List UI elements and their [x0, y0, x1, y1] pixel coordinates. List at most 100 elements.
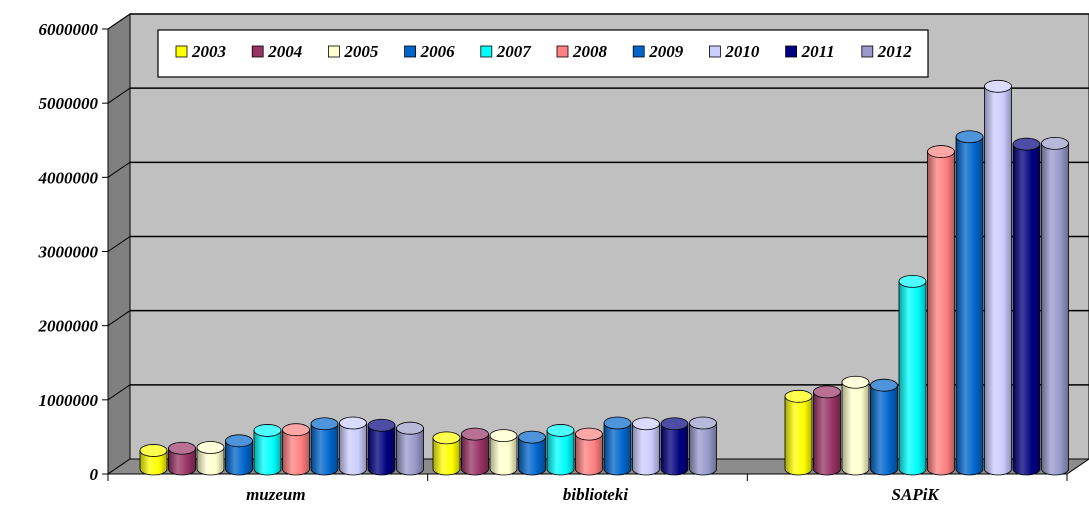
bar-body	[546, 430, 575, 476]
bar-body	[367, 424, 396, 476]
bar	[813, 385, 841, 476]
bar-top	[632, 417, 660, 431]
bar-body	[225, 440, 253, 476]
y-tick-label: 2000000	[38, 317, 99, 336]
bar-top	[225, 434, 253, 448]
bar-top	[461, 427, 489, 441]
bar	[984, 79, 1012, 476]
bar	[603, 416, 632, 476]
x-tick-label: muzeum	[246, 485, 306, 504]
bar-body	[632, 423, 660, 476]
y-tick-label: 0	[90, 465, 99, 484]
bar-body	[339, 422, 367, 476]
bar	[225, 434, 253, 476]
gridline-side	[107, 310, 131, 327]
bar-top	[489, 429, 518, 443]
bar-body	[196, 447, 225, 476]
bar-body	[575, 433, 603, 476]
bar-body	[603, 422, 632, 476]
bar-top	[196, 441, 225, 454]
bar-body	[282, 429, 310, 476]
y-tick-label: 3000000	[38, 243, 99, 262]
bar-body	[168, 447, 196, 476]
bar	[432, 431, 461, 476]
legend-label: 2005	[343, 42, 379, 61]
legend: 2003 2004 2005 2006 2007 2008 2009 2010 2011 2012	[157, 29, 929, 78]
legend-label: 2011	[801, 42, 835, 61]
legend-label: 2010	[724, 42, 760, 61]
bar-body	[310, 423, 339, 476]
bar	[841, 375, 870, 476]
bar-body	[660, 423, 689, 476]
legend-swatch	[251, 45, 264, 58]
bar-top	[955, 130, 984, 144]
bar	[955, 130, 984, 476]
bar	[927, 145, 955, 476]
bar-body	[1012, 143, 1041, 476]
bar	[168, 441, 196, 476]
bar-body	[1041, 143, 1069, 476]
bar-top	[546, 424, 575, 437]
y-axis: 0 1000000 2000000 3000000 4000000 5000000 6000…	[38, 20, 109, 484]
legend-swatch	[861, 45, 874, 58]
bar-body	[841, 381, 870, 476]
x-tick-label: biblioteki	[563, 485, 628, 504]
bar	[632, 417, 660, 476]
bars	[139, 79, 1069, 476]
bar-body	[518, 436, 546, 476]
bar-top	[660, 417, 689, 431]
bar	[489, 429, 518, 476]
bar	[784, 389, 813, 476]
bar-body	[489, 435, 518, 476]
bar-top	[870, 378, 898, 392]
bar	[196, 441, 225, 476]
legend-box	[157, 29, 929, 78]
legend-swatch	[480, 45, 493, 58]
legend-label: 2006	[420, 42, 456, 61]
legend-label: 2003	[191, 42, 227, 61]
bar-top	[1041, 137, 1069, 150]
bar	[367, 418, 396, 476]
legend-swatch	[785, 45, 797, 58]
legend-swatch	[327, 45, 340, 58]
bar-top	[898, 274, 927, 288]
bar-body	[461, 433, 489, 476]
x-axis: muzeum biblioteki SAPiK	[107, 473, 1068, 504]
bar-body	[396, 427, 424, 476]
bar-top	[339, 416, 367, 430]
bar-top	[575, 427, 603, 441]
y-tick-label: 1000000	[39, 391, 99, 410]
bar	[139, 444, 168, 476]
bar	[870, 378, 898, 476]
bar	[689, 416, 717, 476]
bar-body	[432, 437, 461, 476]
bar	[253, 424, 282, 476]
legend-label: 2012	[877, 42, 913, 61]
bar-top	[1012, 137, 1041, 151]
bar	[1012, 137, 1041, 476]
gridline-side	[107, 161, 131, 178]
bar	[660, 417, 689, 476]
bar-body	[984, 85, 1012, 476]
gridline-side	[107, 384, 131, 401]
gridline-side	[107, 236, 131, 252]
bar-body	[898, 280, 927, 476]
legend-swatch	[632, 45, 645, 58]
bar-top	[253, 424, 282, 437]
bar-top	[689, 416, 717, 430]
bar	[518, 430, 546, 476]
bar	[282, 423, 310, 476]
legend-swatch	[709, 45, 721, 58]
bar	[310, 417, 339, 476]
legend-label: 2008	[572, 42, 608, 61]
bar-body	[813, 391, 841, 476]
bar-top	[927, 145, 955, 158]
bar-top	[367, 418, 396, 432]
bar	[461, 427, 489, 476]
y-tick-label: 4000000	[38, 168, 99, 187]
gridline-side	[107, 87, 131, 104]
bar-top	[139, 444, 168, 457]
bar-top	[432, 431, 461, 445]
legend-swatch	[175, 45, 188, 58]
bar	[575, 427, 603, 476]
